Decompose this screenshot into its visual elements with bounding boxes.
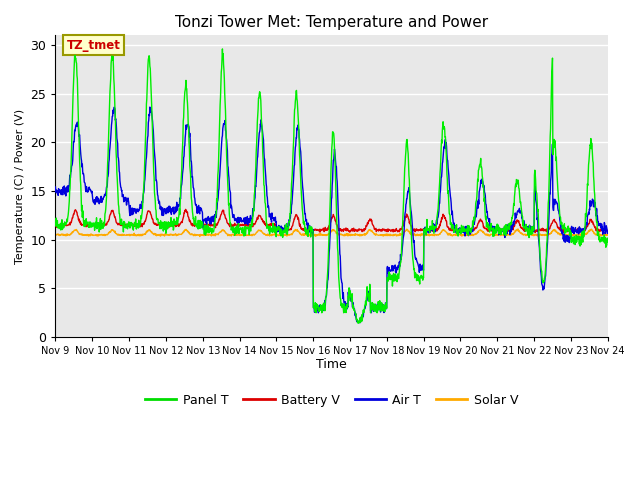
Legend: Panel T, Battery V, Air T, Solar V: Panel T, Battery V, Air T, Solar V <box>140 389 523 412</box>
Text: TZ_tmet: TZ_tmet <box>67 39 120 52</box>
X-axis label: Time: Time <box>316 358 347 371</box>
Title: Tonzi Tower Met: Temperature and Power: Tonzi Tower Met: Temperature and Power <box>175 15 488 30</box>
Y-axis label: Temperature (C) / Power (V): Temperature (C) / Power (V) <box>15 108 25 264</box>
